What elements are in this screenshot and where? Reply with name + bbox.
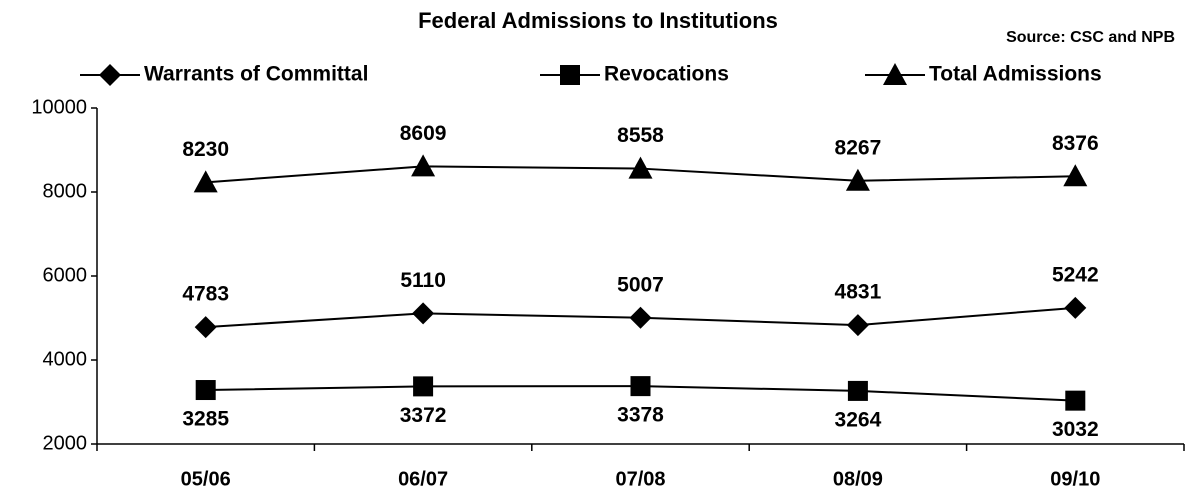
diamond-marker bbox=[846, 314, 869, 337]
chart-title: Federal Admissions to Institutions bbox=[418, 8, 778, 33]
data-label: 8609 bbox=[400, 122, 447, 145]
diamond-marker bbox=[1064, 296, 1087, 319]
square-marker bbox=[847, 380, 868, 401]
y-tick-label: 2000 bbox=[43, 432, 88, 454]
x-tick-label: 05/06 bbox=[181, 468, 231, 490]
legend-label: Total Admissions bbox=[929, 63, 1102, 86]
source-note: Source: CSC and NPB bbox=[1006, 29, 1175, 46]
square-marker bbox=[1065, 390, 1086, 411]
data-label: 3264 bbox=[835, 408, 882, 431]
triangle-marker bbox=[1063, 164, 1088, 187]
square-marker bbox=[630, 376, 651, 397]
x-tick-label: 07/08 bbox=[615, 468, 665, 490]
data-label: 4831 bbox=[835, 281, 882, 304]
data-label: 8230 bbox=[182, 138, 229, 161]
square-marker bbox=[560, 65, 580, 85]
diamond-marker bbox=[99, 64, 121, 86]
y-tick-label: 8000 bbox=[43, 180, 88, 202]
diamond-marker bbox=[629, 306, 652, 329]
diamond-marker bbox=[194, 316, 217, 339]
triangle-marker bbox=[193, 170, 218, 193]
data-label: 8558 bbox=[617, 124, 664, 147]
x-tick-label: 09/10 bbox=[1050, 468, 1100, 490]
triangle-marker bbox=[845, 168, 870, 191]
y-tick-label: 10000 bbox=[31, 96, 87, 118]
data-label: 5110 bbox=[400, 269, 446, 292]
data-label: 5007 bbox=[617, 273, 664, 296]
data-label: 4783 bbox=[182, 283, 229, 306]
data-label: 3032 bbox=[1052, 418, 1099, 441]
data-label: 8376 bbox=[1052, 132, 1099, 155]
data-label: 3378 bbox=[617, 404, 664, 427]
square-marker bbox=[195, 380, 216, 401]
triangle-marker bbox=[883, 63, 907, 85]
data-label: 5242 bbox=[1052, 263, 1099, 286]
x-tick-label: 08/09 bbox=[833, 468, 883, 490]
square-marker bbox=[413, 376, 434, 397]
x-tick-label: 06/07 bbox=[398, 468, 448, 490]
legend-label: Warrants of Committal bbox=[144, 63, 368, 86]
diamond-marker bbox=[412, 302, 435, 325]
legend-label: Revocations bbox=[604, 63, 729, 86]
y-tick-label: 6000 bbox=[43, 264, 88, 286]
triangle-marker bbox=[411, 154, 436, 177]
data-label: 3372 bbox=[400, 404, 447, 427]
data-label: 3285 bbox=[182, 408, 229, 431]
y-tick-label: 4000 bbox=[43, 348, 88, 370]
data-label: 8267 bbox=[835, 136, 882, 159]
triangle-marker bbox=[628, 156, 653, 179]
